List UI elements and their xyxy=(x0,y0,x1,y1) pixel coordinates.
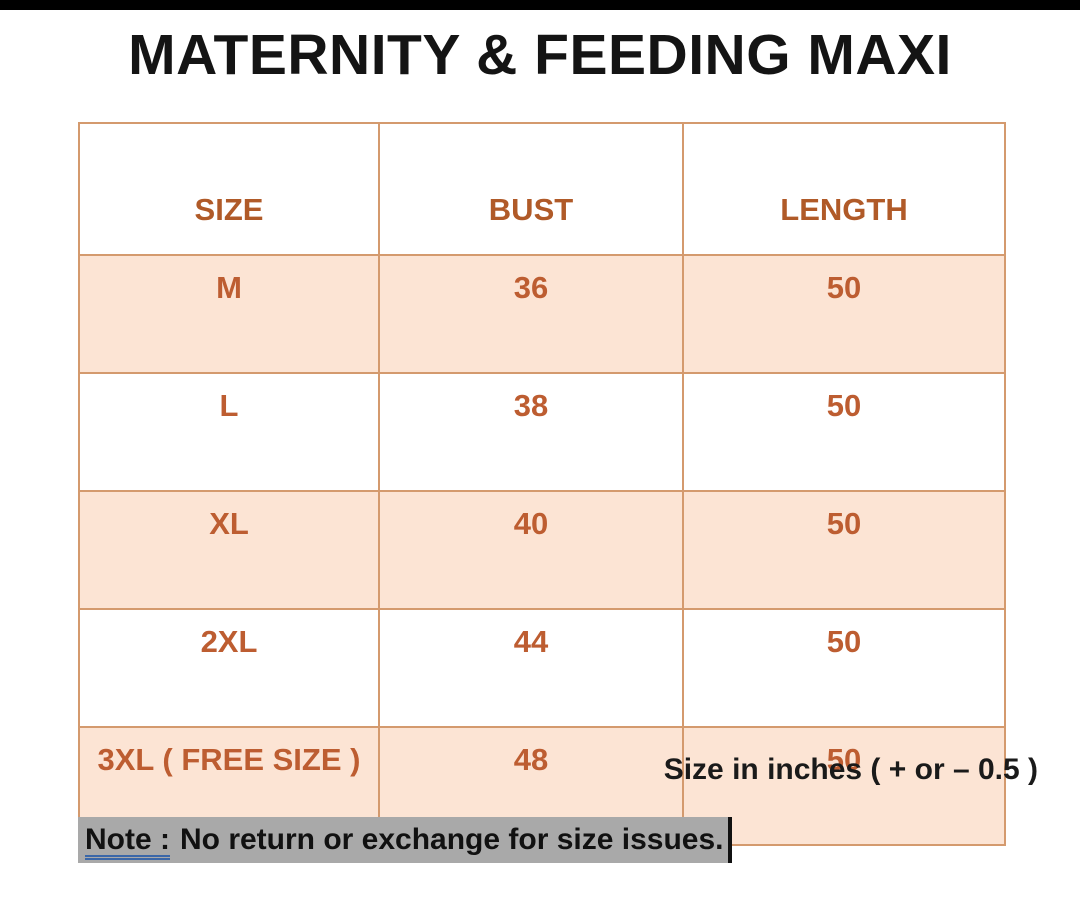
note-label: Note : xyxy=(85,823,170,856)
table-row: 2XL 44 50 xyxy=(78,608,1006,728)
table-row: M 36 50 xyxy=(78,254,1006,374)
table-row: L 38 50 xyxy=(78,372,1006,492)
length-cell: 50 xyxy=(682,726,1006,846)
bust-cell: 40 xyxy=(378,490,684,610)
length-cell: 50 xyxy=(682,372,1006,492)
length-cell: 50 xyxy=(682,490,1006,610)
return-policy-note: Note : No return or exchange for size is… xyxy=(78,817,732,863)
unit-tolerance-note: Size in inches ( + or – 0.5 ) xyxy=(663,753,1038,786)
text-cursor xyxy=(727,817,732,863)
size-cell: L xyxy=(78,372,380,492)
length-cell: 50 xyxy=(682,254,1006,374)
size-cell: M xyxy=(78,254,380,374)
bust-cell: 36 xyxy=(378,254,684,374)
note-text: No return or exchange for size issues. xyxy=(180,823,724,856)
column-header-size: SIZE xyxy=(78,122,380,256)
size-cell: 2XL xyxy=(78,608,380,728)
table-header-row: SIZE BUST LENGTH xyxy=(78,122,1006,256)
bust-cell: 38 xyxy=(378,372,684,492)
length-cell: 50 xyxy=(682,608,1006,728)
page-title: MATERNITY & FEEDING MAXI xyxy=(128,23,952,87)
bust-cell: 44 xyxy=(378,608,684,728)
top-black-bar xyxy=(0,0,1080,10)
column-header-length: LENGTH xyxy=(682,122,1006,256)
size-chart-table: SIZE BUST LENGTH M 36 50 L 38 50 XL 40 5… xyxy=(78,122,1006,846)
column-header-bust: BUST xyxy=(378,122,684,256)
table-row: XL 40 50 xyxy=(78,490,1006,610)
size-cell: XL xyxy=(78,490,380,610)
